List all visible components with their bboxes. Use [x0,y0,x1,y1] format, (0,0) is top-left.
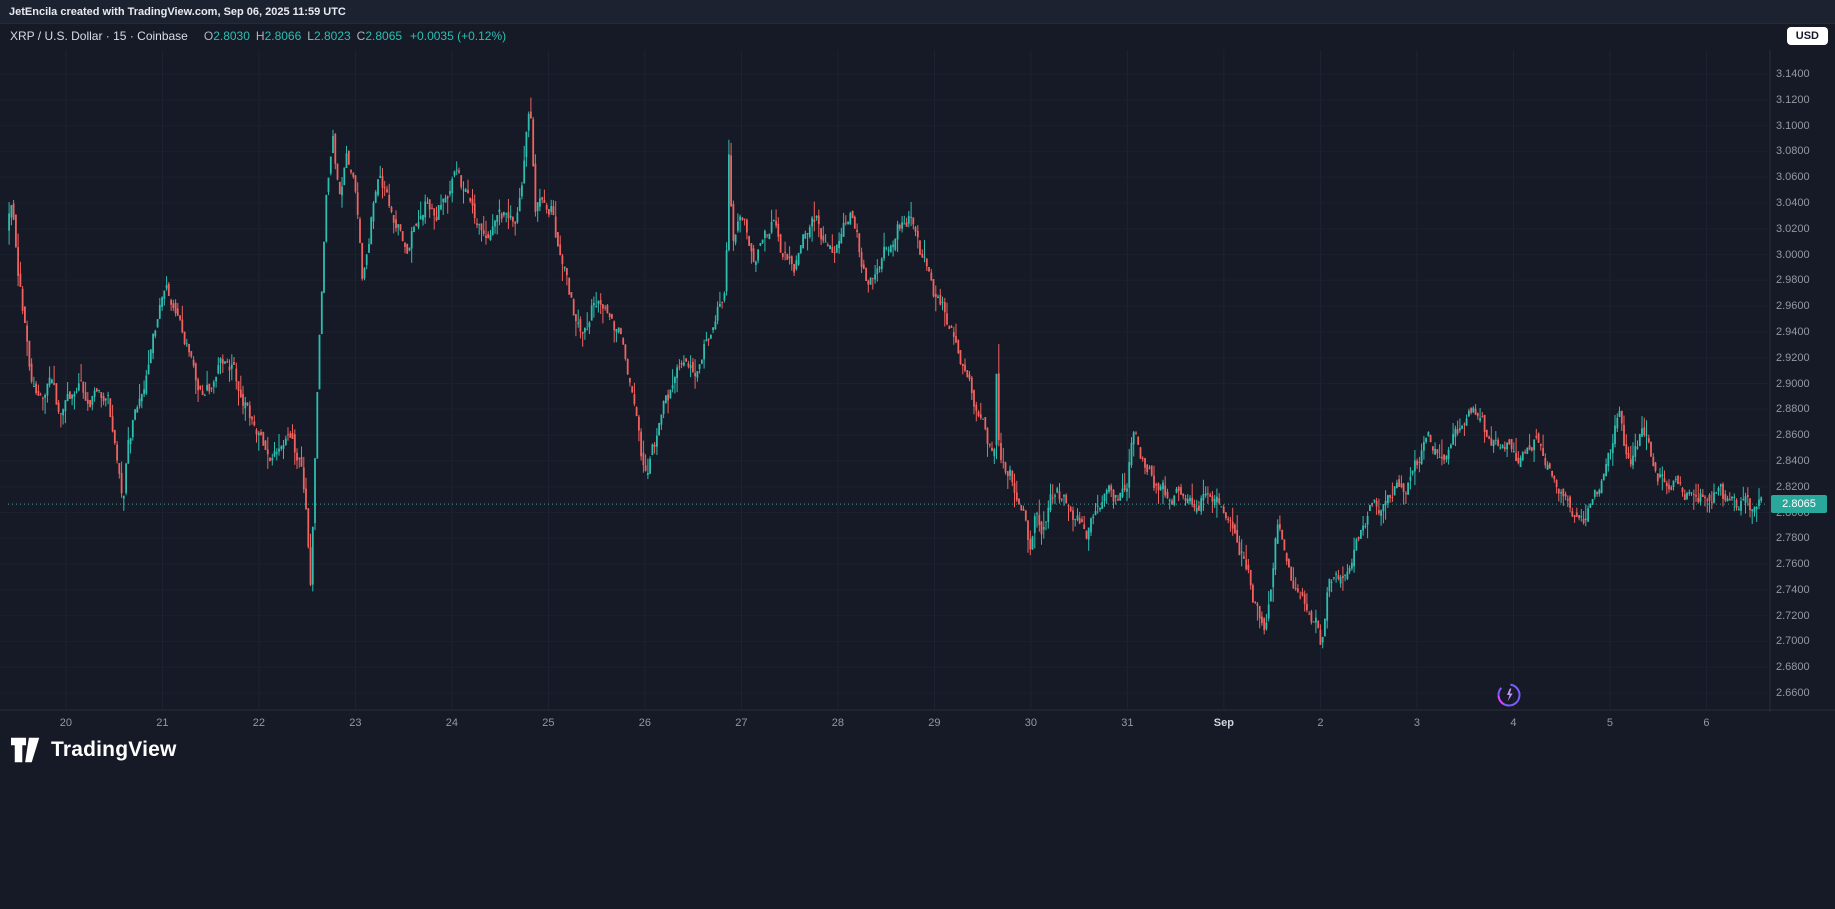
price-tick-label: 2.9200 [1776,351,1810,364]
price-tick-label: 3.0600 [1776,171,1810,184]
price-tick-label: 3.1000 [1776,119,1810,132]
time-axis[interactable]: 20 21 22 23 24 25 26 27 28 29 30 31 Sep 2 3 4 5 6 [0,712,1770,736]
price-tick-label: 3.0000 [1776,248,1810,261]
price-tick-label: 2.6600 [1776,687,1810,699]
ohlc-high-value: 2.8066 [264,29,302,43]
time-tick-label: 26 [638,717,652,729]
ohlc-close-label: C [356,29,366,43]
price-tick-label: 3.1200 [1776,93,1810,106]
time-tick-label: 3 [1413,717,1420,729]
attribution-bar: JetEncila created with TradingView.com, … [0,0,1835,24]
ohlc-low-value: 2.8023 [313,29,351,43]
price-tick-label: 2.7600 [1776,558,1810,570]
ohlc-high-label: H [255,29,265,43]
ohlc-close-value: 2.8065 [365,29,403,43]
price-tick-label: 3.0800 [1776,145,1810,158]
time-tick-label: 25 [542,717,555,729]
price-tick-label: 2.8800 [1776,403,1810,416]
price-tick-label: 2.8600 [1776,429,1810,442]
sparkle-circle-icon [1496,682,1522,708]
price-change: +0.0035 (+0.12%) [410,29,507,43]
tradingview-mark-icon [11,737,40,763]
time-tick-label: 4 [1510,717,1517,729]
time-tick-label: 29 [928,717,941,729]
price-axis[interactable]: 3.1400 3.1200 3.1000 3.0800 3.0600 3.0400 3.02… [1772,50,1835,712]
time-tick-label: 20 [59,717,73,729]
time-tick-label: 22 [252,717,266,729]
time-tick-label: 6 [1703,717,1710,729]
time-tick-label: 31 [1121,717,1134,729]
price-tick-label: 2.7200 [1776,609,1810,622]
price-tick-label: 3.1400 [1776,68,1810,80]
time-tick-label: 5 [1606,717,1613,729]
price-tick-label: 2.9400 [1776,325,1810,338]
grid-layer [0,50,1770,710]
candlestick-chart[interactable] [0,50,1835,712]
time-tick-label: 2 [1317,717,1324,729]
symbol-title[interactable]: XRP / U.S. Dollar · 15 · Coinbase [10,29,188,43]
time-tick-label: 24 [445,717,459,729]
ohlc-open-label: O [203,29,214,43]
time-tick-label: 21 [156,717,169,729]
currency-usd-button[interactable]: USD [1786,27,1828,45]
candles-layer [8,97,1763,649]
time-tick-label: 28 [831,717,845,729]
price-tick-label: 2.8400 [1776,454,1810,467]
price-tick-label: 2.9600 [1776,300,1810,313]
tradingview-logo-text: TradingView [51,738,177,761]
last-price-label: 2.8065 [1771,495,1827,514]
attribution-text: JetEncila created with TradingView.com, … [9,6,346,18]
tradingview-logo[interactable]: TradingView [11,737,177,763]
price-tick-label: 2.9800 [1776,274,1810,287]
time-tick-label: 27 [735,717,748,729]
price-tick-label: 3.0400 [1776,197,1810,209]
price-tick-label: 2.6800 [1776,661,1810,674]
ohlc-open-value: 2.8030 [213,29,250,43]
time-tick-label: 30 [1024,717,1038,729]
time-tick-label: 23 [349,717,362,729]
price-tick-label: 3.0200 [1776,222,1810,235]
price-tick-label: 2.7400 [1776,583,1810,596]
time-tick-label: Sep [1213,717,1234,729]
price-tick-label: 2.8200 [1776,480,1810,493]
ohlc-low-label: L [307,29,314,43]
price-tick-label: 2.7000 [1776,635,1810,648]
symbol-info-row: XRP / U.S. Dollar · 15 · Coinbase O2.8030… [10,29,506,45]
price-tick-label: 2.7800 [1776,532,1810,545]
price-tick-label: 2.9000 [1776,377,1810,390]
